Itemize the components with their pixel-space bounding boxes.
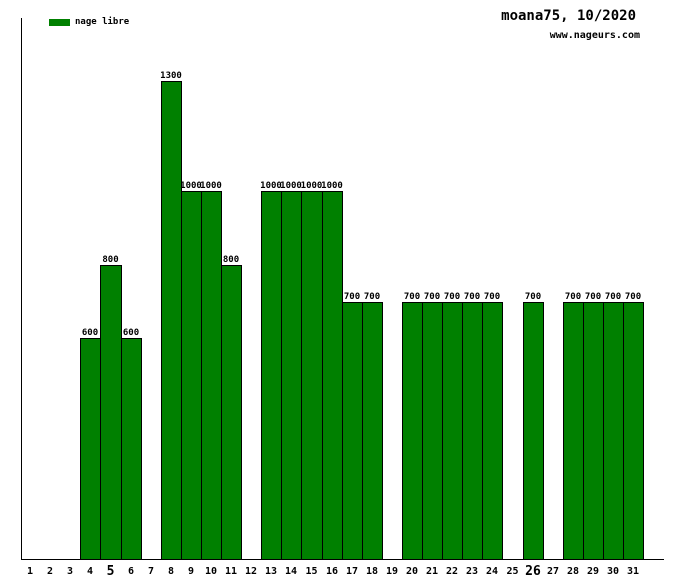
bar-value-label-day-10: 1000	[200, 181, 222, 191]
bar-day-18	[362, 302, 383, 560]
legend-label: nage libre	[75, 17, 130, 27]
bar-value-label-day-21: 700	[423, 292, 441, 302]
y-axis-line	[21, 18, 22, 560]
bar-value-label-day-28: 700	[564, 292, 582, 302]
x-tick-label-17: 17	[345, 566, 359, 577]
bar-day-31	[623, 302, 644, 560]
x-tick-label-28: 28	[566, 566, 580, 577]
x-tick-label-26: 26	[525, 564, 541, 579]
bar-value-label-day-24: 700	[483, 292, 501, 302]
x-tick-label-20: 20	[405, 566, 419, 577]
bar-day-11	[221, 265, 242, 560]
x-tick-label-16: 16	[325, 566, 339, 577]
x-tick-label-9: 9	[187, 566, 195, 577]
bar-day-28	[563, 302, 584, 560]
bar-day-21	[422, 302, 443, 560]
bar-day-29	[583, 302, 604, 560]
bar-day-4	[80, 338, 101, 560]
bar-value-label-day-8: 1300	[160, 71, 182, 81]
x-tick-label-29: 29	[586, 566, 600, 577]
bar-day-5	[100, 265, 122, 560]
x-tick-label-22: 22	[445, 566, 459, 577]
bar-day-23	[462, 302, 483, 560]
bar-value-label-day-13: 1000	[260, 181, 282, 191]
x-tick-label-18: 18	[365, 566, 379, 577]
x-tick-label-10: 10	[204, 566, 218, 577]
bar-day-20	[402, 302, 423, 560]
website-link[interactable]: www.nageurs.com	[549, 30, 640, 41]
x-tick-label-4: 4	[86, 566, 94, 577]
bar-day-16	[322, 191, 343, 560]
chart-title: moana75, 10/2020	[501, 8, 636, 24]
bar-value-label-day-22: 700	[443, 292, 461, 302]
legend-swatch-icon	[49, 19, 70, 26]
x-tick-label-12: 12	[244, 566, 258, 577]
x-tick-label-13: 13	[264, 566, 278, 577]
x-tick-label-2: 2	[46, 566, 54, 577]
x-tick-label-8: 8	[167, 566, 175, 577]
x-tick-label-14: 14	[284, 566, 298, 577]
x-tick-label-21: 21	[425, 566, 439, 577]
x-tick-label-7: 7	[147, 566, 155, 577]
bar-value-label-day-15: 1000	[300, 181, 323, 191]
bar-value-label-day-18: 700	[363, 292, 381, 302]
x-tick-label-5: 5	[106, 564, 115, 579]
bar-day-8	[161, 81, 182, 560]
bar-day-30	[603, 302, 624, 560]
x-tick-label-15: 15	[305, 566, 318, 577]
x-tick-label-1: 1	[26, 566, 34, 577]
bar-day-10	[201, 191, 222, 560]
x-tick-label-11: 11	[224, 566, 238, 577]
bar-day-26	[523, 302, 544, 560]
x-tick-label-30: 30	[606, 566, 620, 577]
bar-value-label-day-30: 700	[604, 292, 622, 302]
bar-day-9	[181, 191, 202, 560]
bar-value-label-day-20: 700	[403, 292, 421, 302]
x-tick-label-23: 23	[465, 566, 479, 577]
bar-day-13	[261, 191, 282, 560]
bar-value-label-day-14: 1000	[280, 181, 302, 191]
bar-value-label-day-29: 700	[584, 292, 602, 302]
x-tick-label-27: 27	[546, 566, 560, 577]
bar-value-label-day-26: 700	[524, 292, 542, 302]
bar-value-label-day-31: 700	[624, 292, 642, 302]
bar-value-label-day-5: 800	[102, 255, 119, 265]
x-tick-label-3: 3	[66, 566, 74, 577]
bar-day-14	[281, 191, 302, 560]
bar-value-label-day-16: 1000	[321, 181, 343, 191]
bar-day-15	[301, 191, 323, 560]
bar-day-22	[442, 302, 463, 560]
bar-day-17	[342, 302, 363, 560]
bar-day-6	[121, 338, 142, 560]
x-tick-label-6: 6	[127, 566, 135, 577]
x-tick-label-19: 19	[385, 566, 399, 577]
x-tick-label-24: 24	[485, 566, 499, 577]
x-tick-label-31: 31	[626, 566, 640, 577]
bar-value-label-day-23: 700	[463, 292, 481, 302]
x-tick-label-25: 25	[506, 566, 519, 577]
bar-day-24	[482, 302, 503, 560]
